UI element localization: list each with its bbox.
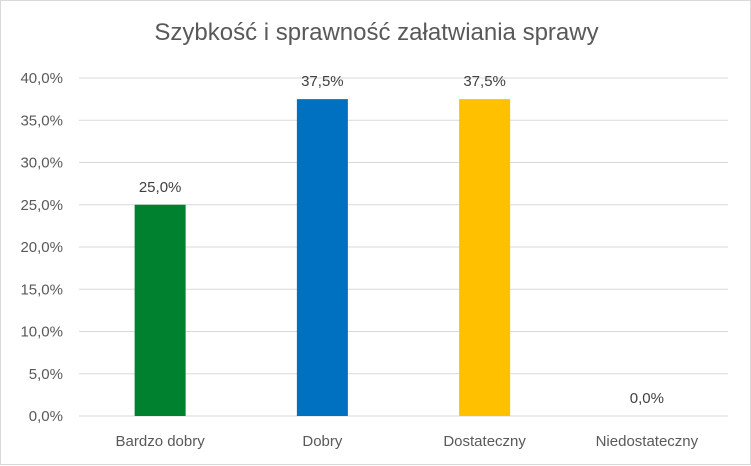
chart-title: Szybkość i sprawność załatwiania sprawy <box>154 19 599 46</box>
y-tick-label: 40,0% <box>20 70 63 87</box>
y-tick-label: 5,0% <box>29 366 63 383</box>
y-tick-label: 15,0% <box>20 281 63 298</box>
y-tick-label: 25,0% <box>20 197 63 214</box>
bar <box>134 204 186 416</box>
data-label: 37,5% <box>463 73 506 90</box>
data-label: 37,5% <box>301 73 344 90</box>
y-tick-label: 20,0% <box>20 239 63 256</box>
data-label: 25,0% <box>139 179 182 196</box>
y-tick-label: 0,0% <box>29 408 63 425</box>
y-tick-label: 35,0% <box>20 112 63 129</box>
x-tick-label: Dobry <box>302 433 343 450</box>
bar <box>459 99 511 416</box>
x-tick-label: Bardzo dobry <box>116 433 206 450</box>
y-tick-label: 30,0% <box>20 155 63 172</box>
bar <box>296 99 348 416</box>
x-tick-label: Dostateczny <box>443 433 526 450</box>
x-tick-label: Niedostateczny <box>596 433 699 450</box>
data-label: 0,0% <box>630 390 664 407</box>
y-tick-label: 10,0% <box>20 324 63 341</box>
